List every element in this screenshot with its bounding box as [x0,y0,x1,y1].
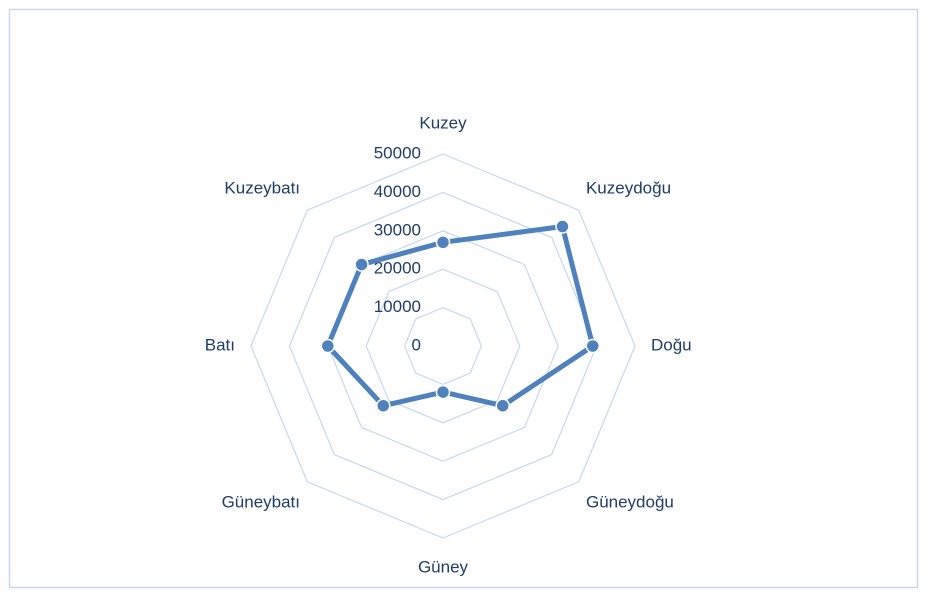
data-point [495,398,510,413]
grid-ring [288,191,598,501]
data-point [376,398,391,413]
data-point [354,257,369,272]
y-tick-label: 20000 [374,259,421,278]
y-tick-label: 30000 [374,220,421,239]
category-label: Güneybatı [222,492,300,511]
data-point [585,338,601,354]
category-label: Doğu [651,335,692,354]
category-label: Kuzey [419,113,467,132]
chart-frame [8,8,919,589]
data-point [435,384,451,400]
y-tick-label: 0 [412,335,421,354]
grid-ring [250,153,636,539]
data-point [555,219,570,234]
category-label: Kuzeybatı [224,179,300,198]
category-label: Kuzeydoğu [586,179,671,198]
data-point [435,235,451,250]
y-tick-label: 50000 [374,143,421,162]
data-point [320,338,336,354]
category-label: Güneydoğu [586,492,674,511]
category-label: Batı [205,335,235,354]
y-tick-label: 10000 [374,297,421,316]
grid-ring [403,306,483,386]
grid-ring [365,268,521,424]
category-label: Güney [418,557,469,576]
y-tick-label: 40000 [374,182,421,201]
